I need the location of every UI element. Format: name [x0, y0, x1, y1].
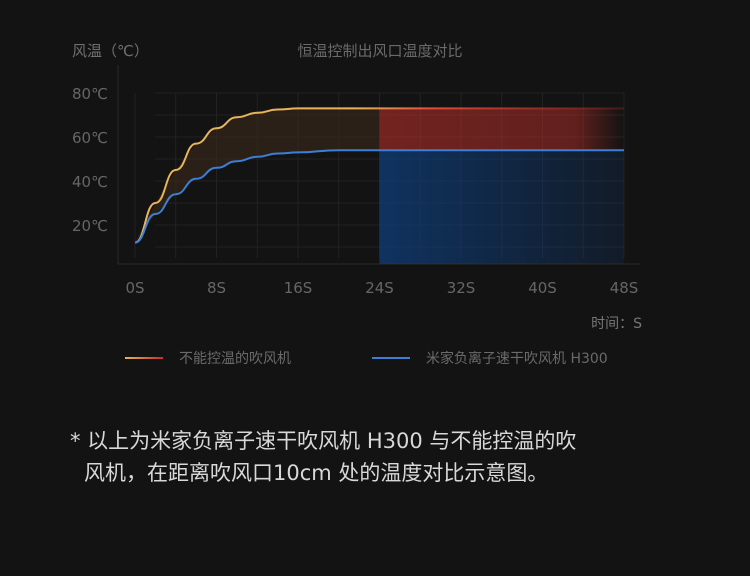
y-tick-label: 80℃ [72, 85, 108, 103]
footnote-line-1: * 以上为米家负离子速干吹风机 H300 与不能控温的吹 [70, 429, 577, 453]
legend-swatch [372, 357, 410, 359]
legend-item-series-2: 米家负离子速干吹风机 H300 [372, 348, 608, 368]
x-tick-label: 40S [528, 279, 557, 297]
y-tick-label: 40℃ [72, 173, 108, 191]
chart-title: 恒温控制出风口温度对比 [297, 42, 463, 60]
series-line-1 [134, 107, 624, 244]
region-series-2 [379, 150, 624, 264]
series-line-2 [134, 149, 624, 244]
x-tick-label: 16S [284, 279, 313, 297]
y-tick-label: 20℃ [72, 217, 108, 235]
region-series-1 [379, 108, 624, 151]
x-tick-label: 32S [447, 279, 476, 297]
legend-swatch [125, 357, 163, 359]
x-tick-label: 24S [365, 279, 394, 297]
x-axis-label: 时间：S [591, 316, 642, 332]
chart: 0S 8S 16S 24S 32S 40S 48S 20℃ 40℃ 60℃ 80℃ [72, 65, 640, 297]
footnote: * 以上为米家负离子速干吹风机 H300 与不能控温的吹 风机，在距离吹风口10… [70, 425, 710, 489]
legend-label: 米家负离子速干吹风机 H300 [426, 351, 608, 367]
legend-label: 不能控温的吹风机 [179, 351, 291, 367]
x-tick-label: 48S [610, 279, 639, 297]
legend-item-series-1: 不能控温的吹风机 [125, 348, 291, 368]
band-between-series [135, 108, 380, 243]
y-axis-label: 风温（℃） [72, 42, 149, 60]
footnote-line-2: 风机，在距离吹风口10cm 处的温度对比示意图。 [84, 461, 549, 485]
y-tick-label: 60℃ [72, 129, 108, 147]
x-tick-label: 0S [125, 279, 144, 297]
x-tick-label: 8S [207, 279, 226, 297]
